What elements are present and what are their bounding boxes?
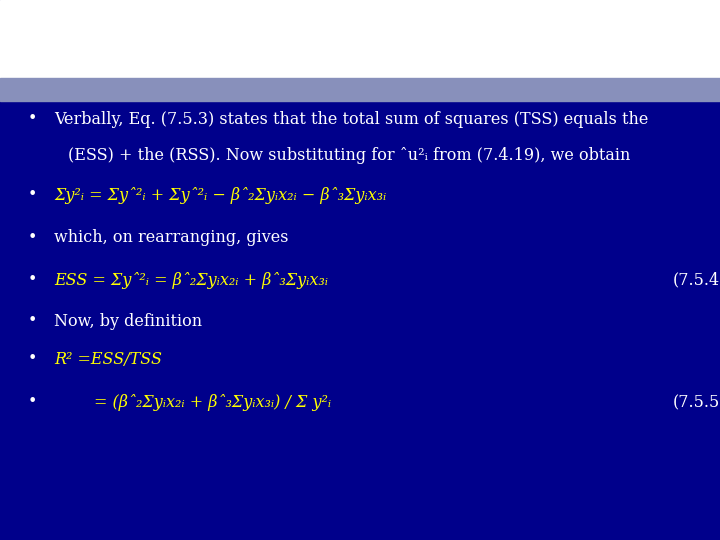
Text: Now, by definition: Now, by definition [54, 313, 202, 330]
Text: = (βˆ₂Σyᵢx₂ᵢ + βˆ₃Σyᵢx₃ᵢ) / Σ y²ᵢ: = (βˆ₂Σyᵢx₂ᵢ + βˆ₃Σyᵢx₃ᵢ) / Σ y²ᵢ [94, 394, 330, 411]
Text: (7.5.5): (7.5.5) [673, 394, 720, 411]
Text: Verbally, Eq. (7.5.3) states that the total sum of squares (TSS) equals the: Verbally, Eq. (7.5.3) states that the to… [54, 111, 649, 127]
Text: •: • [27, 272, 37, 287]
Text: •: • [27, 394, 37, 409]
FancyBboxPatch shape [0, 78, 720, 101]
Text: •: • [27, 313, 37, 328]
Text: which, on rearranging, gives: which, on rearranging, gives [54, 230, 289, 246]
Text: •: • [27, 187, 37, 202]
Text: ESS = Σyˆ²ᵢ = βˆ₂Σyᵢx₂ᵢ + βˆ₃Σyᵢx₃ᵢ: ESS = Σyˆ²ᵢ = βˆ₂Σyᵢx₂ᵢ + βˆ₃Σyᵢx₃ᵢ [54, 272, 328, 288]
Text: (7.5.4): (7.5.4) [673, 272, 720, 288]
Text: •: • [27, 230, 37, 245]
Text: R² =ESS/TSS: R² =ESS/TSS [54, 351, 162, 368]
Text: Σy²ᵢ = Σyˆ²ᵢ + Σyˆ²ᵢ − βˆ₂Σyᵢx₂ᵢ − βˆ₃Σyᵢx₃ᵢ: Σy²ᵢ = Σyˆ²ᵢ + Σyˆ²ᵢ − βˆ₂Σyᵢx₂ᵢ − βˆ₃Σy… [54, 187, 386, 204]
Text: (ESS) + the (RSS). Now substituting for ˆu²ᵢ from (7.4.19), we obtain: (ESS) + the (RSS). Now substituting for … [68, 147, 631, 164]
Text: •: • [27, 351, 37, 366]
Text: •: • [27, 111, 37, 126]
FancyBboxPatch shape [0, 0, 720, 78]
